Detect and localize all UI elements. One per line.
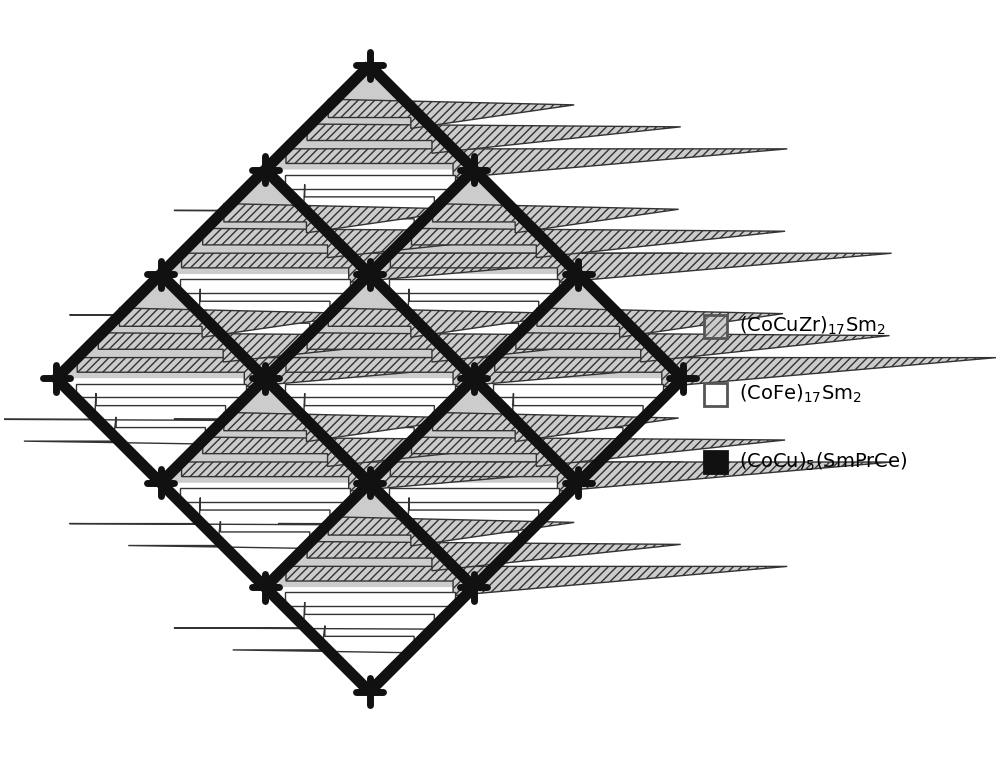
Polygon shape <box>265 65 474 170</box>
Polygon shape <box>265 587 474 692</box>
Polygon shape <box>233 208 414 235</box>
Polygon shape <box>328 99 574 129</box>
Polygon shape <box>161 483 370 587</box>
Polygon shape <box>370 483 578 587</box>
Polygon shape <box>337 313 519 340</box>
Polygon shape <box>307 541 681 571</box>
Polygon shape <box>56 378 265 483</box>
Polygon shape <box>474 274 683 378</box>
Polygon shape <box>370 170 578 274</box>
Polygon shape <box>285 384 455 397</box>
Polygon shape <box>390 462 892 491</box>
Polygon shape <box>265 170 474 274</box>
Polygon shape <box>383 393 643 420</box>
Polygon shape <box>265 274 474 378</box>
Polygon shape <box>128 522 310 548</box>
Polygon shape <box>224 204 470 233</box>
Polygon shape <box>307 124 681 153</box>
Polygon shape <box>278 497 539 525</box>
Polygon shape <box>286 357 787 387</box>
Polygon shape <box>537 308 783 337</box>
Polygon shape <box>224 413 470 441</box>
Bar <box>704 383 727 406</box>
Polygon shape <box>328 308 574 337</box>
Polygon shape <box>265 483 474 587</box>
Polygon shape <box>286 566 787 596</box>
Polygon shape <box>328 517 574 546</box>
Polygon shape <box>233 626 414 653</box>
Polygon shape <box>285 175 455 188</box>
Polygon shape <box>411 437 785 466</box>
Polygon shape <box>161 274 370 378</box>
Polygon shape <box>182 253 683 282</box>
Polygon shape <box>433 413 679 441</box>
Bar <box>704 450 727 473</box>
Polygon shape <box>161 378 370 483</box>
Polygon shape <box>161 170 370 274</box>
Polygon shape <box>516 333 889 362</box>
Polygon shape <box>0 393 226 420</box>
Polygon shape <box>433 204 679 233</box>
Polygon shape <box>233 417 414 444</box>
Polygon shape <box>278 289 539 316</box>
Polygon shape <box>203 229 576 257</box>
Polygon shape <box>286 149 787 178</box>
Bar <box>704 315 727 338</box>
Polygon shape <box>307 333 681 362</box>
Polygon shape <box>337 522 519 548</box>
Polygon shape <box>128 313 310 340</box>
Polygon shape <box>180 488 350 502</box>
Text: (CoCu)$_5$(SmPrCe): (CoCu)$_5$(SmPrCe) <box>739 451 908 473</box>
Polygon shape <box>474 378 683 483</box>
Polygon shape <box>182 462 683 491</box>
Polygon shape <box>76 384 246 397</box>
Polygon shape <box>203 437 576 466</box>
Polygon shape <box>411 229 785 257</box>
Polygon shape <box>119 308 365 337</box>
Polygon shape <box>370 274 578 378</box>
Polygon shape <box>389 488 559 502</box>
Polygon shape <box>370 378 578 483</box>
Polygon shape <box>180 279 350 293</box>
Polygon shape <box>265 378 474 483</box>
Polygon shape <box>495 357 996 387</box>
Polygon shape <box>98 333 472 362</box>
Polygon shape <box>285 593 455 606</box>
Polygon shape <box>441 417 623 444</box>
Polygon shape <box>174 393 434 420</box>
Polygon shape <box>56 274 265 378</box>
Polygon shape <box>390 253 892 282</box>
Polygon shape <box>174 185 434 212</box>
Polygon shape <box>70 289 330 316</box>
Polygon shape <box>70 497 330 525</box>
Polygon shape <box>77 357 578 387</box>
Polygon shape <box>493 384 663 397</box>
Polygon shape <box>174 602 434 629</box>
Text: (CoCuZr)$_{17}$Sm$_2$: (CoCuZr)$_{17}$Sm$_2$ <box>739 315 886 338</box>
Polygon shape <box>24 417 205 444</box>
Polygon shape <box>389 279 559 293</box>
Text: (CoFe)$_{17}$Sm$_2$: (CoFe)$_{17}$Sm$_2$ <box>739 383 862 405</box>
